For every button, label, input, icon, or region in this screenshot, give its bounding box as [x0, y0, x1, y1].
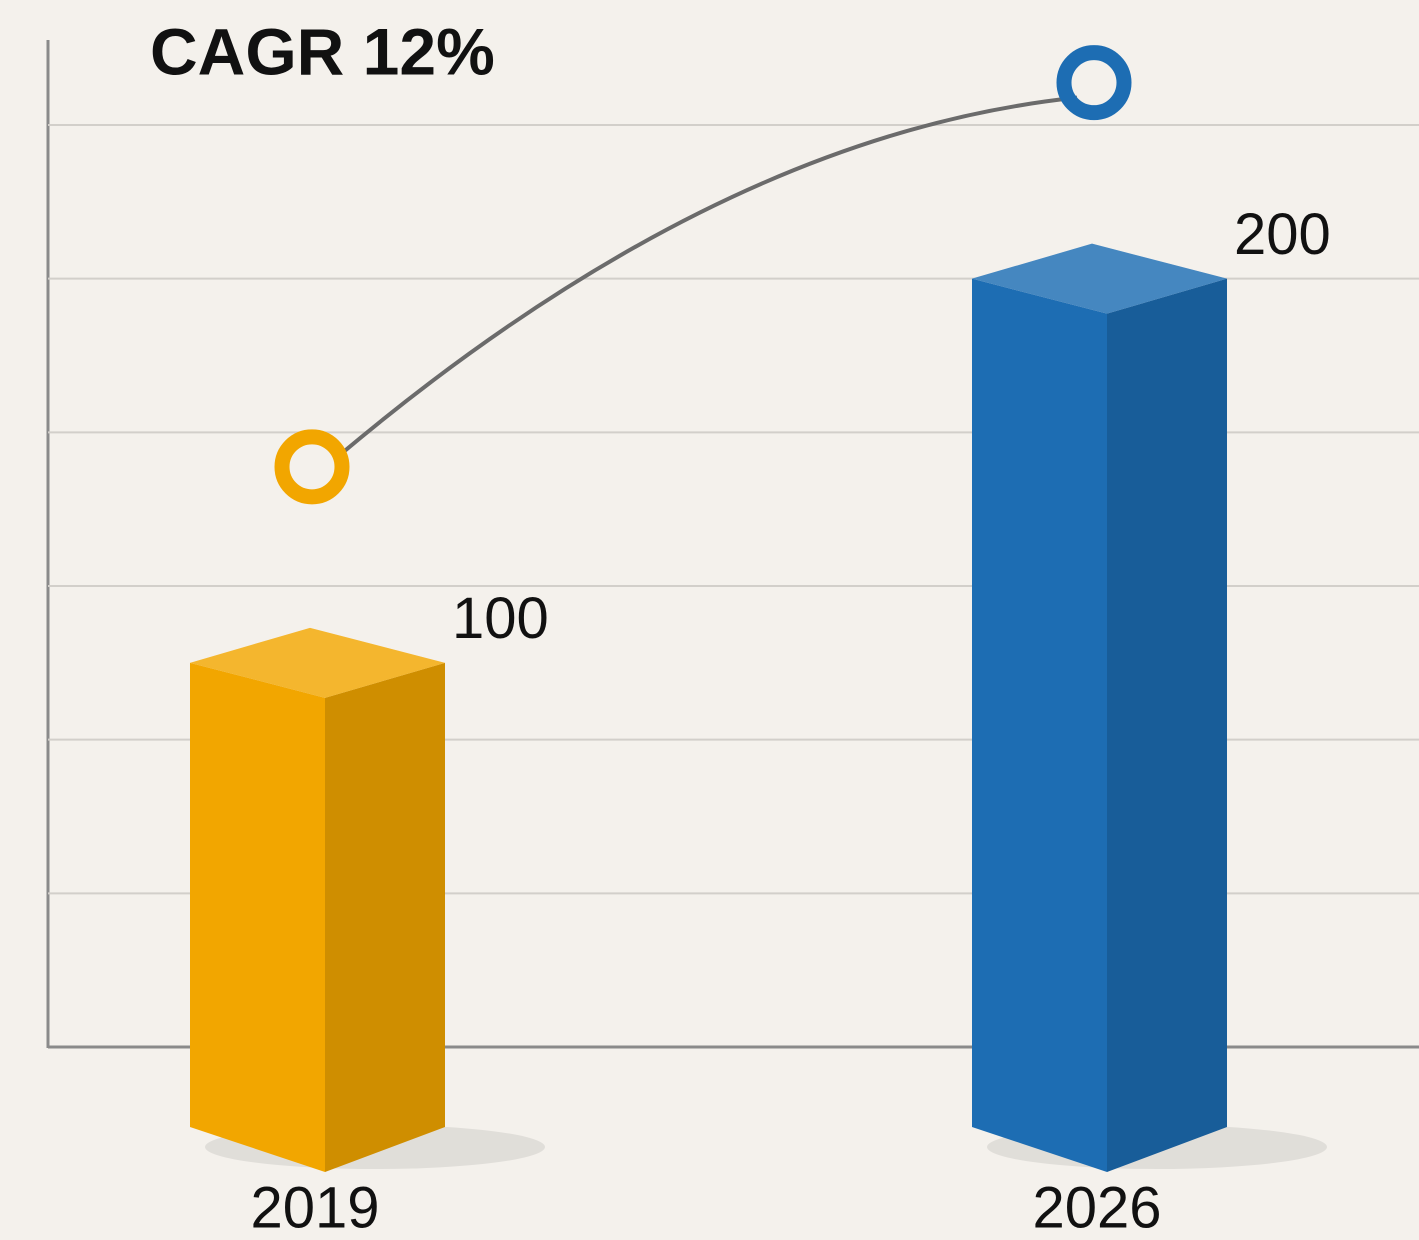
bar-front	[972, 278, 1107, 1173]
bar	[972, 243, 1227, 1173]
bar-top-shade	[972, 243, 1227, 314]
bar-side-shade	[325, 662, 445, 1172]
bar-top	[972, 243, 1227, 314]
x-tick-label: 2026	[1032, 1175, 1161, 1240]
marker	[1056, 45, 1132, 121]
bar-top-shade	[190, 627, 445, 698]
bar	[190, 627, 445, 1172]
bar-front	[190, 662, 325, 1172]
bar-side-shade	[1107, 278, 1227, 1173]
bar-side	[1107, 278, 1227, 1173]
data-label: 200	[1234, 202, 1331, 267]
bar-side	[325, 662, 445, 1172]
data-label: 100	[452, 586, 549, 651]
trend-line	[338, 95, 1078, 457]
bar-top	[190, 627, 445, 698]
chart-title: CAGR 12%	[150, 14, 495, 88]
marker	[274, 429, 350, 505]
x-tick-label: 2019	[250, 1175, 379, 1240]
